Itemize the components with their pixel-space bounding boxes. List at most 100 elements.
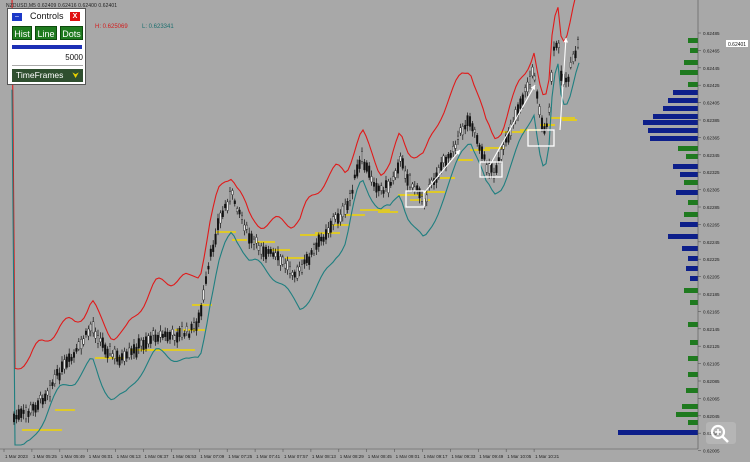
- candle-body: [437, 167, 440, 178]
- time-tick-label: 1 Mar 10:05: [507, 454, 532, 459]
- volume-bar: [680, 70, 698, 75]
- volume-bar: [668, 234, 698, 239]
- candle-body: [32, 403, 35, 411]
- candle-body: [152, 330, 155, 336]
- timeframes-button[interactable]: TimeFrames ⮟: [12, 69, 83, 82]
- candle-body: [303, 259, 306, 265]
- close-button[interactable]: X: [70, 12, 80, 21]
- candle-body: [457, 135, 460, 140]
- volume-profile: [618, 38, 698, 435]
- candle-body: [252, 238, 255, 245]
- candle-body: [286, 260, 289, 270]
- candle-body: [49, 385, 52, 397]
- annotation-arrow: [559, 37, 567, 131]
- bars-slider[interactable]: [12, 45, 82, 49]
- candle-body: [63, 359, 66, 370]
- candle-body: [541, 117, 544, 130]
- volume-bar: [688, 356, 698, 361]
- dots-button[interactable]: Dots: [60, 26, 83, 40]
- candle-body: [53, 374, 56, 384]
- candle-body: [411, 183, 414, 188]
- candle-body: [296, 266, 299, 279]
- volume-bar: [668, 98, 698, 103]
- candle-body: [301, 264, 304, 273]
- candle-body: [320, 236, 323, 242]
- candle-body: [58, 372, 61, 381]
- time-tick-label: 1 Mar 08:29: [340, 454, 365, 459]
- candle-body: [125, 351, 128, 359]
- volume-bar: [688, 420, 698, 425]
- high-label: H: 0.625069: [95, 24, 128, 30]
- time-axis: 1 Mar 2023 1 Mar 05:25 1 Mar 05:49 1 Mar 06…: [3, 449, 560, 459]
- candle-body: [567, 76, 570, 82]
- candle-body: [339, 214, 342, 223]
- volume-bar: [690, 276, 698, 281]
- candle-body: [84, 330, 87, 335]
- candle-body: [22, 409, 25, 414]
- bars-value-field[interactable]: 5000: [12, 53, 83, 66]
- price-tick-label: 0.62085: [703, 379, 720, 384]
- candle-body: [267, 249, 270, 254]
- volume-bar: [653, 114, 698, 119]
- candle-body: [77, 341, 80, 350]
- candle-body: [240, 215, 243, 220]
- candle-body: [572, 53, 575, 62]
- candle-body: [75, 348, 78, 352]
- candle-body: [25, 407, 28, 420]
- volume-bar: [648, 128, 698, 133]
- candle-body: [368, 165, 371, 178]
- candle-body: [569, 62, 572, 68]
- candle-body: [226, 201, 229, 211]
- hist-button[interactable]: Hist: [12, 26, 32, 40]
- volume-bar: [678, 146, 698, 151]
- price-tick-label: 0.62365: [703, 135, 720, 140]
- volume-bar: [673, 90, 698, 95]
- candle-body: [238, 209, 241, 215]
- symbol-title: NZDUSD,M5 0.62409 0.62416 0.62400 0.6240…: [6, 3, 118, 9]
- candle-body: [260, 245, 263, 255]
- volume-bar: [680, 222, 698, 227]
- candle-body: [406, 174, 409, 186]
- candle-body: [380, 185, 383, 191]
- line-button[interactable]: Line: [35, 26, 57, 40]
- price-tick-label: 0.62425: [703, 83, 720, 88]
- candle-body: [461, 125, 464, 136]
- zoom-icon[interactable]: [706, 422, 736, 444]
- volume-bar: [663, 106, 698, 111]
- candle-body: [404, 170, 407, 179]
- candle-body: [358, 159, 361, 169]
- candle-body: [478, 144, 481, 151]
- candle-body: [248, 233, 251, 244]
- candle-body: [123, 351, 126, 362]
- candle-body: [399, 155, 402, 162]
- candle-body: [216, 218, 219, 230]
- candle-body: [188, 333, 191, 338]
- price-tick-label: 0.62105: [703, 362, 720, 367]
- arrow-head: [455, 150, 460, 155]
- candle-body: [370, 176, 373, 183]
- candle-body: [166, 331, 169, 342]
- candle-body: [526, 81, 529, 92]
- candle-body: [89, 323, 92, 332]
- candle-body: [469, 116, 472, 127]
- minimize-button[interactable]: –: [12, 13, 22, 21]
- candle-body: [459, 127, 462, 134]
- candlesticks: [12, 36, 580, 425]
- candle-body: [401, 158, 404, 169]
- candle-body: [298, 266, 301, 272]
- time-tick-label: 1 Mar 07:25: [228, 454, 253, 459]
- candle-body: [447, 153, 450, 159]
- price-tick-label: 0.62385: [703, 118, 720, 123]
- controls-panel: – Controls X Hist Line Dots 5000 TimeFra…: [7, 8, 86, 85]
- candle-body: [12, 413, 15, 423]
- volume-bar: [684, 212, 698, 217]
- candle-body: [72, 352, 75, 358]
- price-tick-label: 0.62145: [703, 327, 720, 332]
- candle-body: [291, 272, 294, 276]
- volume-bar: [688, 38, 698, 43]
- candle-body: [452, 146, 455, 153]
- candle-body: [289, 266, 292, 274]
- candle-body: [521, 94, 524, 105]
- candle-body: [315, 242, 318, 250]
